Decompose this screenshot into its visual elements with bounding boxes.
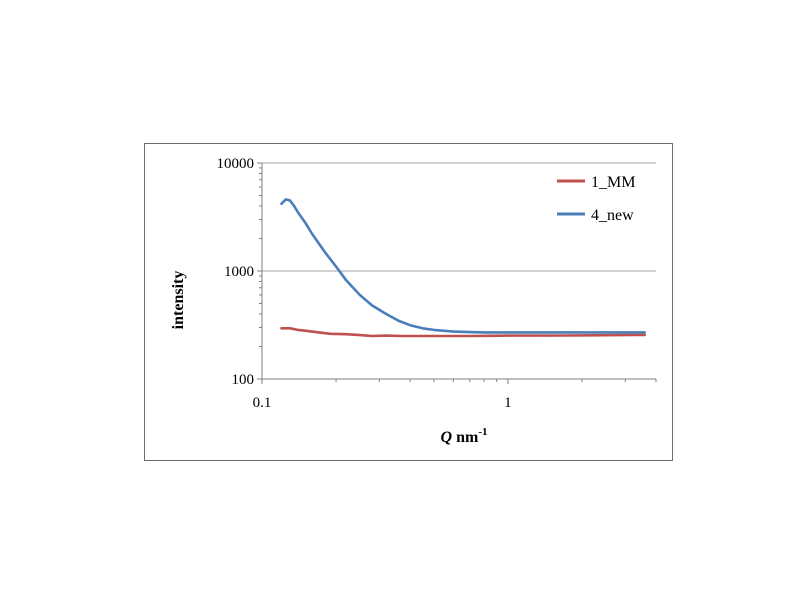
x-axis-title-sup: -1: [478, 426, 487, 438]
axis-layer: 100 1000 10000 0.1 1: [217, 156, 657, 411]
series-line-4_new: [280, 198, 647, 334]
series-line-1_MM: [280, 327, 647, 338]
x-tick-label: 1: [504, 395, 512, 411]
y-axis-title: intensity: [170, 271, 187, 330]
chart-frame: 100 1000 10000 0.1 1 intensity Q nm-1 1_MM 4…: [144, 143, 673, 461]
legend-label-1_MM: 1_MM: [591, 174, 635, 191]
x-axis-title-unit: nm: [452, 429, 479, 446]
y-tick-label: 10000: [217, 156, 255, 172]
x-tick-label: 0.1: [253, 395, 272, 411]
y-tick-label: 100: [232, 372, 255, 388]
y-tick-label: 1000: [224, 264, 254, 280]
x-axis-title-main: Q: [441, 429, 453, 446]
legend: 1_MM 4_new: [557, 174, 635, 224]
grid-layer: [262, 162, 656, 272]
chart-plot: 100 1000 10000 0.1 1 intensity Q nm-1 1_MM 4…: [170, 156, 657, 446]
x-axis-title: Q nm-1: [441, 426, 488, 446]
legend-label-4_new: 4_new: [591, 207, 634, 224]
series-layer: [280, 198, 647, 338]
